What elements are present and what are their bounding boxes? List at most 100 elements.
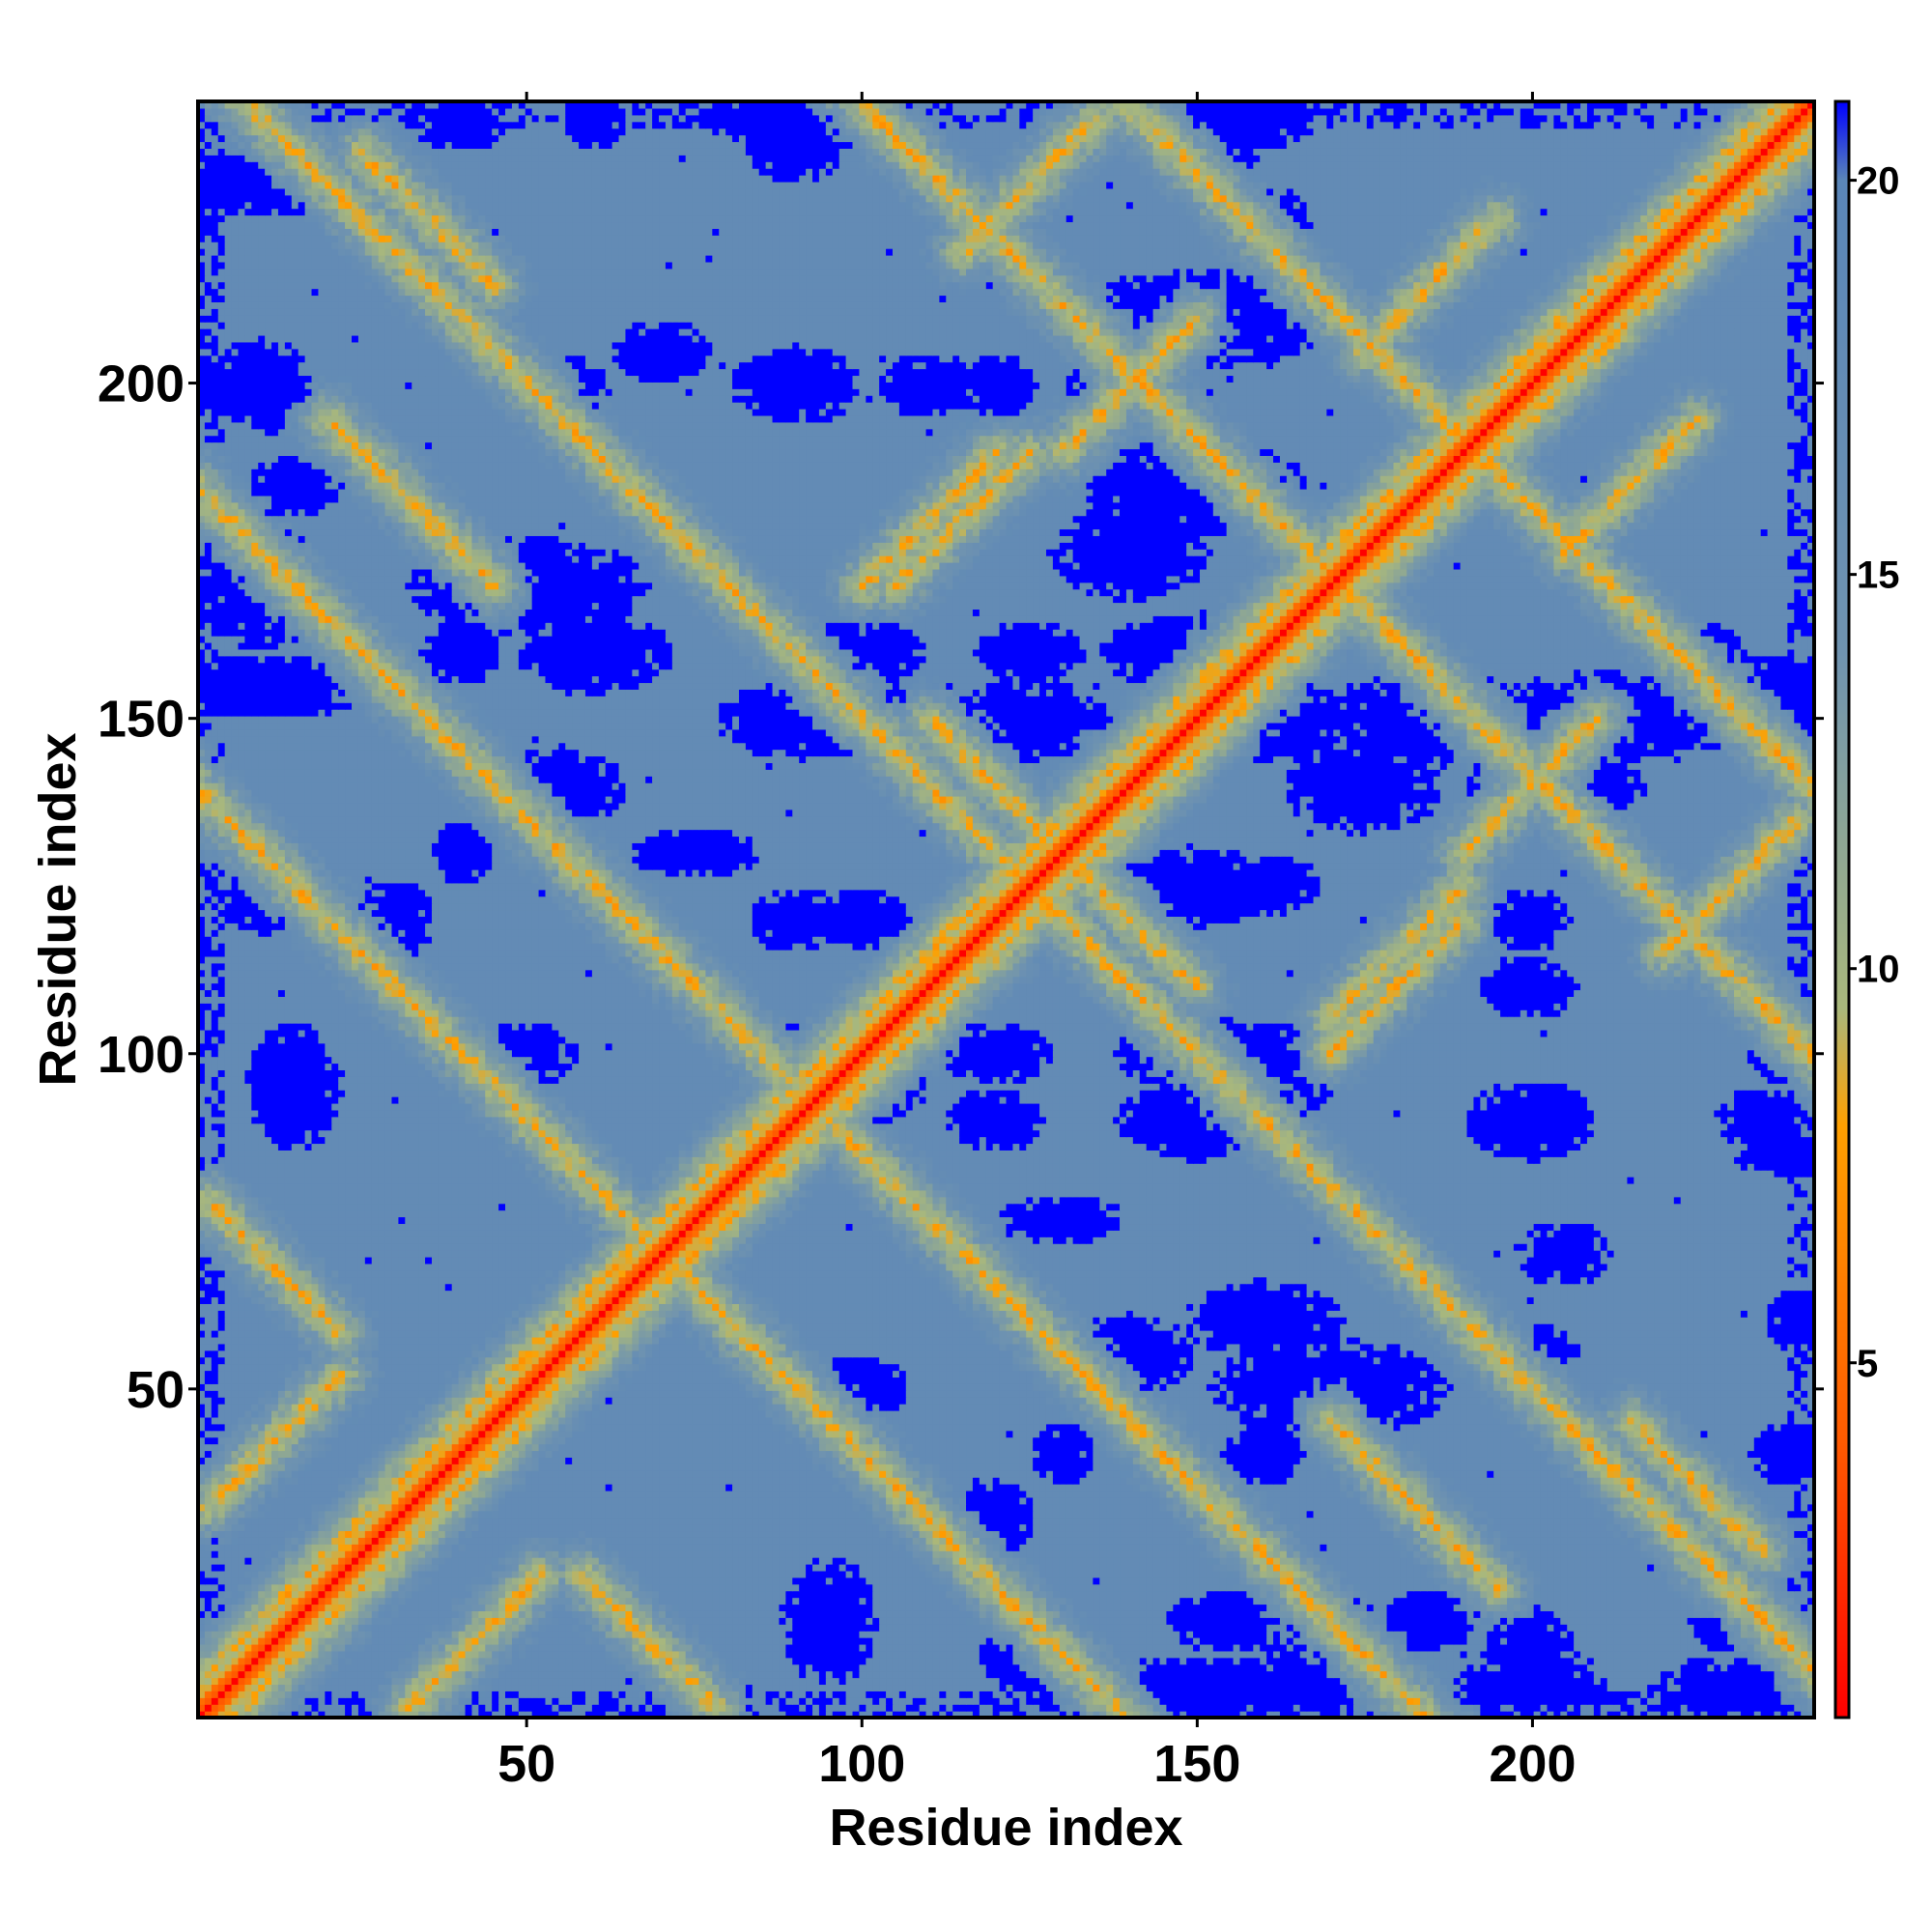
heatmap-cell [1661, 1664, 1668, 1672]
heatmap-cell [1547, 1678, 1554, 1686]
heatmap-cell [1166, 1651, 1174, 1659]
heatmap-cell [666, 1704, 673, 1712]
heatmap-cell [1614, 1671, 1622, 1679]
heatmap-cell [1293, 1678, 1301, 1686]
heatmap-cell [432, 1678, 440, 1686]
heatmap-cell [1714, 1684, 1721, 1691]
heatmap-cell [552, 1697, 559, 1705]
heatmap-cell [1661, 1651, 1668, 1659]
heatmap-cell [1140, 1658, 1148, 1665]
heatmap-cell [1541, 1697, 1548, 1705]
heatmap-cell [1120, 1678, 1127, 1686]
heatmap-cell [1553, 1651, 1561, 1659]
heatmap-cell [452, 1697, 460, 1705]
heatmap-cell [679, 1697, 687, 1705]
heatmap-cell [1007, 1664, 1014, 1672]
heatmap-cell [1734, 1704, 1742, 1712]
heatmap-cell [986, 1664, 994, 1672]
heatmap-cell [1093, 1684, 1100, 1691]
heatmap-cell [526, 1697, 533, 1705]
heatmap-cell [485, 1684, 493, 1691]
heatmap-cell [1500, 1684, 1508, 1691]
heatmap-cell [325, 1690, 332, 1698]
heatmap-cell [1200, 1690, 1208, 1698]
heatmap-cell [619, 1684, 627, 1691]
heatmap-cell [1614, 1704, 1622, 1712]
heatmap-cell [1086, 1704, 1094, 1712]
heatmap-cell [1694, 1671, 1702, 1679]
heatmap-cell [258, 1678, 266, 1686]
heatmap-cell [1200, 1651, 1208, 1659]
heatmap-cell [1634, 1697, 1641, 1705]
heatmap-cell [705, 1678, 713, 1686]
heatmap-cell [619, 1664, 627, 1672]
heatmap-cell [1473, 1671, 1481, 1679]
heatmap-cell [812, 1664, 820, 1672]
heatmap-cell [1213, 1684, 1221, 1691]
heatmap-cell [686, 1684, 694, 1691]
heatmap-cell [1046, 1697, 1054, 1705]
heatmap-cell [1780, 1697, 1788, 1705]
heatmap-cell [859, 1671, 867, 1679]
heatmap-cell [1173, 1678, 1180, 1686]
heatmap-cell [1273, 1658, 1281, 1665]
heatmap-cell [1314, 1697, 1321, 1705]
heatmap-cell [425, 1671, 433, 1679]
heatmap-cell [1420, 1658, 1428, 1665]
heatmap-cell [952, 1644, 960, 1652]
heatmap-cell [512, 1671, 520, 1679]
heatmap-cell [418, 1684, 426, 1691]
heatmap-cell [1227, 1704, 1235, 1712]
heatmap-cell [1066, 1658, 1074, 1665]
heatmap-cell [1727, 1684, 1735, 1691]
heatmap-cell [853, 1664, 861, 1672]
heatmap-cell [932, 1697, 940, 1705]
heatmap-cell [1246, 1671, 1254, 1679]
heatmap-cell [278, 1658, 286, 1665]
heatmap-cell [445, 1671, 453, 1679]
heatmap-cell [1213, 1658, 1221, 1665]
heatmap-cell [318, 1678, 326, 1686]
heatmap-cell [599, 1697, 607, 1705]
heatmap-cell [846, 1678, 854, 1686]
heatmap-cell [1607, 1658, 1615, 1665]
heatmap-cell [1674, 1651, 1682, 1659]
heatmap-cell [1541, 1671, 1548, 1679]
heatmap-cell [725, 1684, 733, 1691]
heatmap-cell [1173, 1690, 1180, 1698]
heatmap-cell [1374, 1684, 1381, 1691]
heatmap-cell [1066, 1704, 1074, 1712]
heatmap-cell [1560, 1690, 1568, 1698]
heatmap-cell [1186, 1684, 1194, 1691]
heatmap-cell [739, 1664, 747, 1672]
heatmap-cell [1447, 1658, 1455, 1665]
heatmap-cell [1607, 1697, 1615, 1705]
heatmap-cell [1234, 1697, 1241, 1705]
heatmap-cell [385, 1684, 393, 1691]
heatmap-cell [846, 1690, 854, 1698]
heatmap-cell [1293, 1690, 1301, 1698]
heatmap-cell [1534, 1671, 1542, 1679]
heatmap-cell [1700, 1678, 1708, 1686]
heatmap-cell [398, 1678, 406, 1686]
heatmap-cell [792, 1664, 800, 1672]
heatmap-cell [1621, 1651, 1629, 1659]
heatmap-cell [705, 1658, 713, 1665]
heatmap-cell [405, 1697, 412, 1705]
heatmap-cell [1039, 1658, 1047, 1665]
heatmap-cell [1133, 1671, 1141, 1679]
heatmap-cell [1126, 1678, 1134, 1686]
heatmap-cell [779, 1678, 786, 1686]
heatmap-cell [1621, 1690, 1629, 1698]
heatmap-cell [872, 1690, 880, 1698]
heatmap-cell [312, 1644, 320, 1652]
heatmap-cell [659, 1658, 667, 1665]
heatmap-cell [1547, 1690, 1554, 1698]
heatmap-cell [539, 1651, 547, 1659]
heatmap-cell [298, 1651, 306, 1659]
heatmap-cell [1654, 1651, 1662, 1659]
heatmap-cell [705, 1704, 713, 1712]
heatmap-cell [1367, 1658, 1375, 1665]
heatmap-cell [966, 1690, 974, 1698]
heatmap-cell [625, 1684, 633, 1691]
